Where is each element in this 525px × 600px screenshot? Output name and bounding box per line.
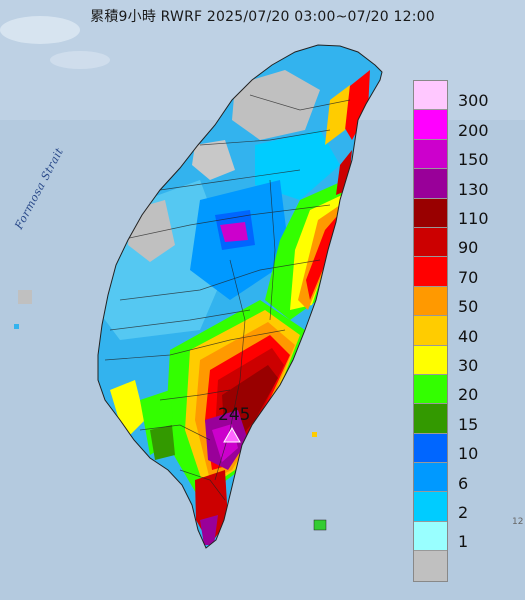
map-title: 累積9小時 RWRF 2025/07/20 03:00~07/20 12:00 — [90, 9, 435, 25]
island-penghu-blue — [14, 324, 19, 329]
legend-label: 15 — [458, 414, 479, 434]
cloud-patch — [50, 51, 110, 69]
max-value-label: 245 — [218, 405, 251, 425]
legend-swatch — [414, 198, 447, 228]
county-borders — [104, 94, 351, 501]
island-lanyu-dot — [312, 432, 317, 437]
legend-label: 130 — [458, 179, 489, 199]
legend-swatch — [414, 227, 447, 258]
legend-swatch — [414, 433, 447, 464]
legend-label: 2 — [458, 503, 469, 522]
legend-swatch — [414, 110, 447, 140]
island-penghu — [18, 290, 32, 304]
legend-swatch — [414, 374, 447, 405]
max-rain-marker-icon — [223, 426, 241, 443]
legend-label: 90 — [458, 238, 479, 258]
legend-label: 300 — [458, 91, 489, 111]
legend-label: 10 — [458, 444, 479, 464]
legend-label: 200 — [458, 120, 489, 140]
cloud-patch — [0, 16, 80, 44]
legend-label: 6 — [458, 473, 469, 493]
legend-swatch — [414, 345, 447, 375]
rain-zone-purple-north — [220, 222, 248, 242]
edge-label: 12 — [512, 517, 524, 527]
legend-label: 70 — [458, 267, 479, 287]
rain-zone-gray-mid — [192, 140, 235, 180]
legend-swatch — [414, 169, 447, 199]
legend-swatch — [414, 463, 447, 493]
rain-zone-gray-north — [232, 70, 320, 140]
legend-label: 30 — [458, 356, 479, 375]
legend-label: 50 — [458, 297, 479, 317]
legend-swatch — [414, 492, 447, 522]
legend-swatch — [414, 257, 447, 287]
legend-label: 150 — [458, 150, 489, 170]
legend-swatch — [414, 139, 447, 170]
rain-zone-yellow-southwest — [110, 380, 145, 440]
rain-zone-red-northeast — [340, 70, 370, 140]
legend-swatch — [414, 81, 447, 111]
legend-label: 110 — [458, 209, 489, 228]
legend-label: 1 — [458, 532, 469, 552]
island-green-islet — [313, 519, 327, 531]
legend-label: 40 — [458, 326, 479, 346]
legend-swatch — [414, 286, 447, 317]
legend-label: 20 — [458, 385, 479, 405]
legend-swatch — [414, 404, 447, 434]
rain-zone-red-east — [306, 215, 338, 300]
legend-swatch — [414, 521, 447, 552]
rain-zone-yellow-northeast — [325, 85, 350, 145]
color-legend — [413, 80, 448, 582]
rain-zone-purple-southtip — [200, 515, 218, 545]
rain-zone-darkgreen-southwest — [150, 425, 175, 460]
legend-swatch — [414, 316, 447, 346]
coastline — [97, 44, 383, 549]
legend-swatch — [414, 551, 447, 581]
